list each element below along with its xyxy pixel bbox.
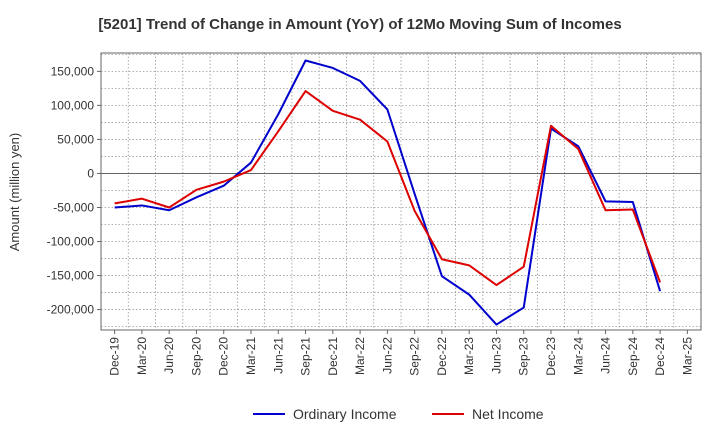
x-tick-label: Dec-24: [653, 337, 667, 376]
x-tick-label: Jun-21: [271, 337, 285, 374]
x-tick-label: Mar-20: [135, 337, 149, 375]
series-line-net-income: [114, 90, 662, 287]
y-tick-label: 100,000: [51, 98, 95, 112]
x-tick-label: Mar-24: [571, 337, 585, 375]
x-tick-label: Dec-21: [326, 337, 340, 376]
x-tick-label: Jun-24: [599, 337, 613, 374]
y-tick-label: -100,000: [47, 235, 95, 249]
series-line-ordinary-income: [114, 59, 662, 326]
y-tick-label: -200,000: [47, 303, 95, 317]
plot-frame: [100, 52, 702, 331]
x-tick-label: Mar-25: [680, 337, 694, 375]
y-tick-label: -150,000: [47, 269, 95, 283]
x-tick-label: Sep-21: [299, 337, 313, 376]
x-tick-label: Dec-22: [435, 337, 449, 376]
x-tick-label: Sep-24: [626, 337, 640, 376]
x-tick-label: Sep-22: [408, 337, 422, 376]
x-tick-label: Sep-20: [189, 337, 203, 376]
grid: [101, 53, 701, 330]
legend-label-ordinary-income: Ordinary Income: [293, 406, 397, 422]
y-tick-label: 150,000: [51, 64, 95, 78]
x-tick-label: Dec-19: [108, 337, 122, 376]
y-tick-label: 50,000: [57, 132, 94, 146]
x-axis: Dec-19 Mar-20 Jun-20 Sep-20 Dec-20 Mar-21 Jun-…: [108, 330, 694, 376]
x-tick-label: Sep-23: [517, 337, 531, 376]
x-tick-label: Jun-22: [380, 337, 394, 374]
series-lines: [114, 59, 662, 326]
x-tick-label: Jun-23: [489, 337, 503, 374]
legend: Ordinary Income Net Income: [253, 406, 544, 422]
x-tick-label: Mar-21: [244, 337, 258, 375]
y-axis-label: Amount (million yen): [7, 133, 22, 252]
x-tick-label: Dec-23: [544, 337, 558, 376]
legend-label-net-income: Net Income: [472, 406, 544, 422]
x-tick-label: Jun-20: [162, 337, 176, 374]
y-axis: 150,000 100,000 50,000 0 -50,000 -100,000 -150…: [47, 64, 101, 317]
y-tick-label: 0: [87, 166, 94, 180]
x-tick-label: Dec-20: [217, 337, 231, 376]
x-tick-label: Mar-23: [462, 337, 476, 375]
y-tick-label: -50,000: [53, 200, 94, 214]
chart-title: [5201] Trend of Change in Amount (YoY) o…: [98, 16, 622, 33]
x-tick-label: Mar-22: [353, 337, 367, 375]
